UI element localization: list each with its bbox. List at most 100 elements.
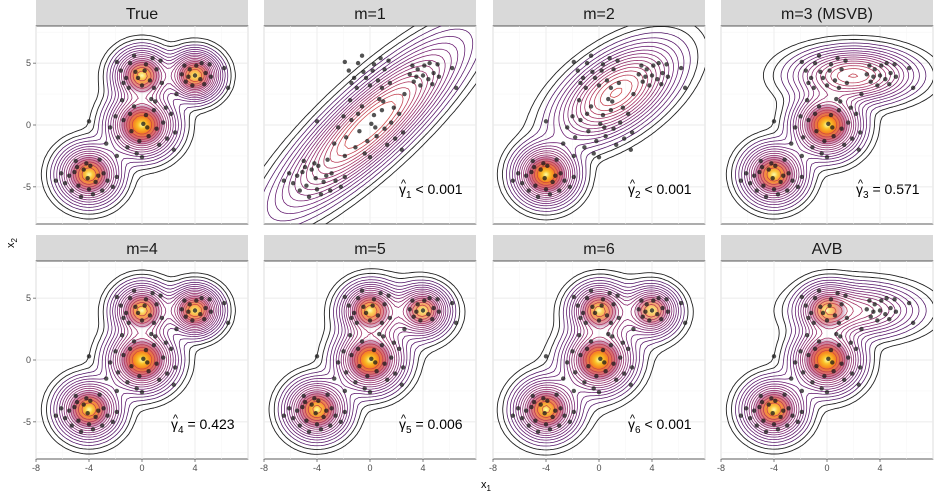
data-point — [778, 414, 783, 420]
data-point — [88, 398, 93, 404]
data-point — [596, 154, 602, 160]
panel-content — [725, 34, 933, 220]
data-point — [781, 408, 786, 413]
data-point — [599, 68, 604, 73]
data-point — [598, 356, 603, 361]
data-point — [856, 147, 861, 152]
data-point — [567, 184, 573, 190]
data-point — [656, 295, 661, 301]
data-point — [391, 340, 397, 345]
data-point — [582, 145, 587, 150]
data-point — [598, 121, 603, 126]
panel-strip — [721, 0, 933, 26]
data-point — [651, 298, 656, 303]
data-point — [846, 120, 851, 125]
contour-line — [81, 66, 205, 182]
data-point — [225, 320, 231, 326]
data-point — [550, 414, 555, 420]
data-point — [359, 339, 365, 344]
data-point — [435, 297, 440, 302]
data-point — [143, 112, 149, 118]
data-point — [137, 138, 142, 144]
data-point — [110, 184, 116, 190]
data-point — [565, 125, 570, 130]
data-point — [510, 178, 516, 183]
data-point — [893, 309, 899, 314]
data-point — [342, 174, 348, 180]
data-point — [664, 297, 669, 302]
data-point — [818, 69, 823, 74]
data-point — [611, 67, 616, 72]
data-point — [373, 125, 378, 130]
data-point — [803, 303, 808, 308]
data-point — [329, 406, 334, 411]
data-point — [154, 67, 159, 72]
data-point — [761, 183, 766, 188]
contour-line — [519, 53, 665, 200]
weight-label: ^γ5 = 0.006 — [399, 413, 463, 436]
data-point — [179, 72, 184, 77]
data-point — [607, 55, 612, 61]
data-point — [842, 142, 847, 147]
data-point — [110, 419, 116, 425]
data-point — [115, 135, 121, 140]
data-point — [84, 161, 89, 166]
data-point — [832, 78, 838, 83]
data-point — [535, 429, 541, 434]
data-point — [628, 147, 633, 152]
data-point — [172, 365, 178, 370]
contour-line — [531, 299, 662, 424]
data-point — [844, 80, 850, 86]
data-point — [771, 119, 777, 124]
data-point — [126, 85, 131, 91]
data-point — [139, 154, 145, 160]
data-point — [72, 404, 77, 410]
contour-line — [512, 282, 679, 441]
data-point — [382, 67, 387, 72]
x-tick-label: -8 — [717, 463, 725, 473]
data-point — [615, 58, 620, 63]
contour-line — [304, 299, 432, 421]
data-point — [561, 376, 566, 381]
data-point — [867, 298, 872, 303]
data-point — [789, 141, 794, 146]
weight-value: = 0.571 — [869, 181, 920, 197]
contour-line — [525, 63, 653, 194]
data-point — [396, 111, 402, 117]
x-tick-label: -8 — [32, 463, 40, 473]
weight-symbol: γ — [628, 416, 635, 432]
data-point — [580, 75, 586, 81]
data-point — [636, 307, 641, 312]
data-point — [834, 96, 839, 102]
panel-strip — [493, 0, 705, 26]
data-point — [114, 388, 120, 394]
data-point — [108, 360, 113, 365]
data-point — [567, 419, 573, 425]
data-point — [877, 308, 883, 313]
data-point — [198, 77, 203, 82]
data-point — [785, 188, 790, 193]
panel-3: m=2 ^γ2 < 0.001 — [492, 0, 706, 225]
data-point — [584, 60, 590, 66]
data-point — [105, 178, 110, 183]
contour-line — [738, 45, 920, 208]
contour-line — [277, 276, 457, 447]
data-point — [806, 117, 811, 123]
data-point — [799, 174, 805, 180]
data-point — [379, 85, 385, 91]
contour-line — [300, 59, 440, 191]
panel-strip — [264, 235, 476, 261]
data-point — [407, 72, 412, 77]
weight-hat: ^ — [630, 413, 636, 425]
x-tick-label: 0 — [824, 463, 829, 473]
data-point — [108, 125, 113, 130]
data-point — [203, 70, 208, 76]
data-point — [547, 192, 553, 197]
data-point — [78, 429, 84, 434]
data-point — [316, 398, 321, 404]
data-point — [414, 74, 419, 79]
data-point — [121, 315, 126, 321]
data-point — [66, 408, 72, 413]
data-point — [558, 406, 563, 411]
x-tick-label: 0 — [139, 463, 144, 473]
